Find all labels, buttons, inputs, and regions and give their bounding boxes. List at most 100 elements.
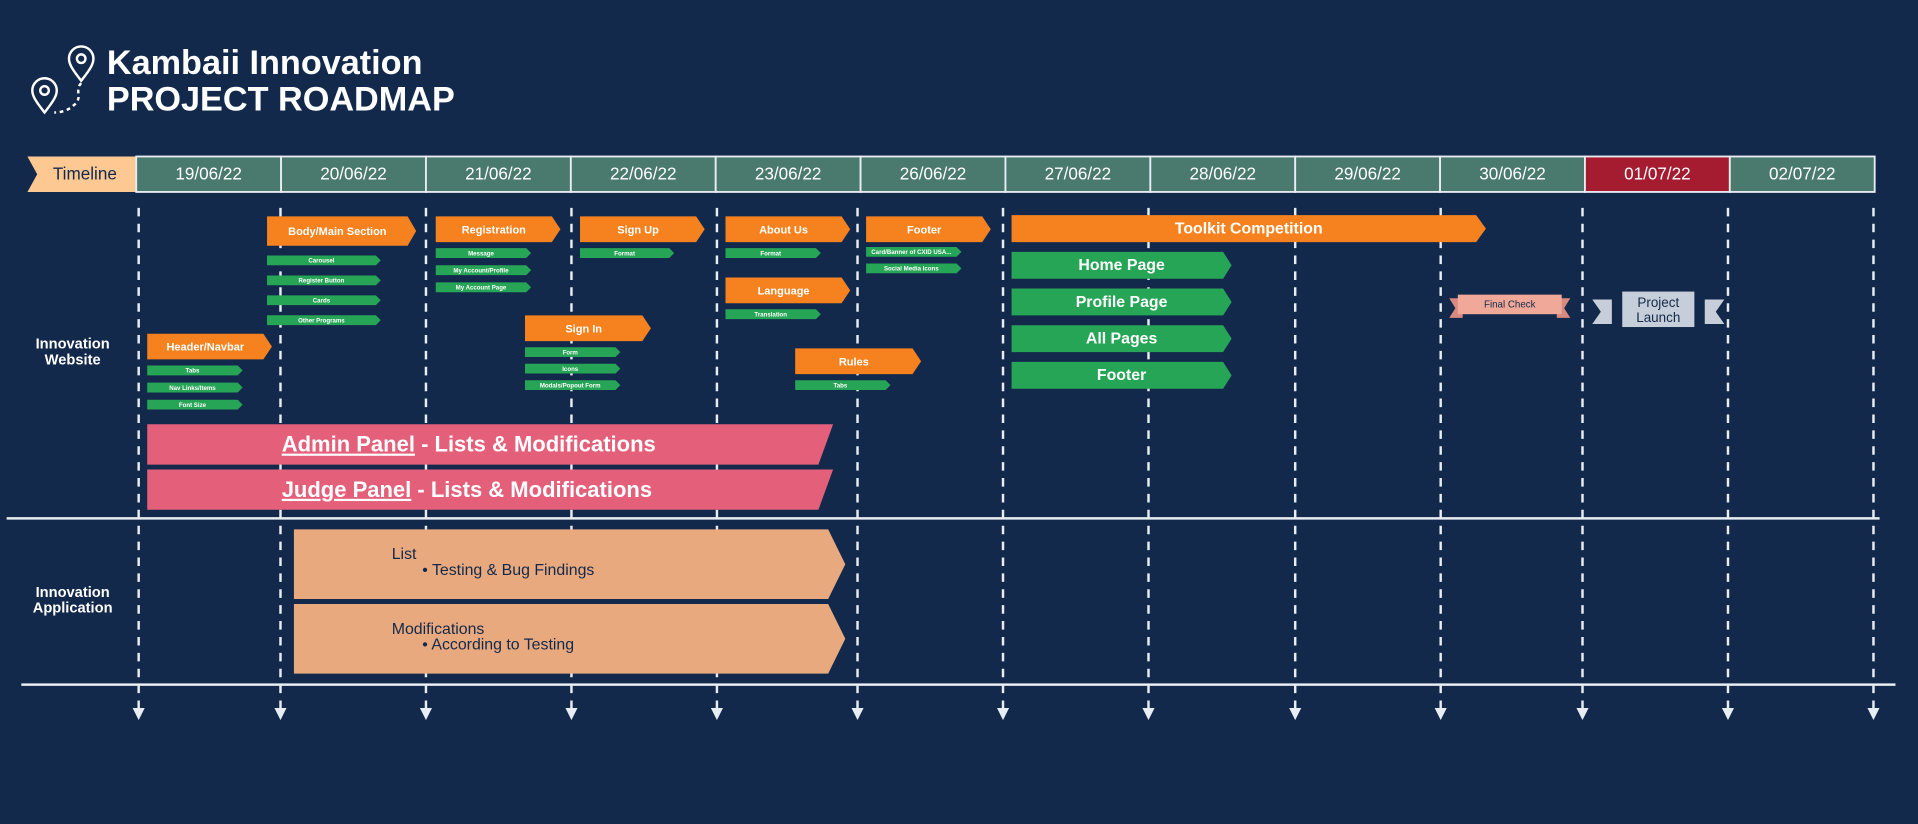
subtask-bar	[267, 275, 381, 286]
subtask-label: Tabs	[834, 382, 848, 389]
panel-label: Judge Panel - Lists & Modifications	[282, 477, 652, 502]
timeline-label-bg	[27, 156, 137, 192]
subtask-bar	[267, 315, 381, 326]
subtask-bar	[1011, 288, 1232, 316]
subtask-label: Icons	[562, 366, 579, 373]
subtask-label: Font Size	[179, 402, 207, 409]
milestone-line: Project	[1637, 295, 1679, 310]
panel-bar	[147, 469, 834, 510]
subtask-bar	[524, 363, 621, 374]
milestone-label: Final Check	[1484, 300, 1536, 311]
task-label: Header/Navbar	[166, 342, 244, 354]
app-task-bar	[293, 529, 846, 600]
milestone-line: Launch	[1636, 309, 1680, 324]
task-bar	[524, 315, 651, 342]
task-bar	[866, 216, 991, 243]
task-bar	[725, 277, 851, 304]
subtask-label: Tabs	[186, 368, 200, 375]
panel-link: Admin Panel	[282, 431, 415, 456]
subtask-label: Card/Banner of CXID USA...	[871, 249, 951, 256]
date-cell	[1294, 155, 1441, 193]
subtask-label: Form	[563, 349, 579, 356]
subtask-bar	[866, 263, 962, 274]
date-cell	[859, 155, 1007, 193]
date-label: 30/06/22	[1479, 164, 1546, 183]
subtask-bar	[147, 399, 243, 410]
panel-label: Admin Panel - Lists & Modifications	[282, 431, 656, 456]
subtask-label: Register Button	[299, 278, 345, 285]
date-label: 19/06/22	[175, 164, 242, 183]
row-label: Innovation	[36, 337, 110, 353]
date-cell	[1584, 155, 1731, 193]
logo-icon	[31, 45, 95, 115]
panel-link: Judge Panel	[282, 477, 412, 502]
date-label: 21/06/22	[465, 164, 532, 183]
date-label: 28/06/22	[1189, 164, 1256, 183]
app-task-bar	[293, 603, 846, 674]
subtask-bar	[524, 380, 621, 390]
subtask-label: Format	[614, 250, 635, 257]
date-label: 23/06/22	[755, 164, 822, 183]
task-bar	[267, 216, 417, 246]
row-label: Application	[33, 601, 113, 617]
subtask-label: All Pages	[1086, 330, 1158, 347]
task-bar	[147, 333, 272, 360]
date-label: 20/06/22	[320, 164, 387, 183]
subtask-bar	[435, 282, 532, 293]
panel-bar	[147, 424, 834, 465]
subtask-label: Home Page	[1078, 257, 1165, 274]
subtask-label: My Account Page	[456, 285, 507, 292]
banner-tail	[1704, 299, 1725, 324]
task-bar	[725, 216, 851, 243]
task-label: Sign Up	[617, 224, 659, 236]
subtask-bar	[1011, 361, 1232, 389]
task-bar	[580, 216, 705, 243]
banner	[1621, 290, 1696, 329]
row-label: Innovation	[36, 585, 110, 601]
task-label: Registration	[462, 224, 526, 236]
date-label: 27/06/22	[1045, 164, 1112, 183]
date-label: 26/06/22	[900, 164, 967, 183]
subtask-bar	[725, 248, 821, 258]
subtask-label: Nav Links/Items	[169, 385, 216, 392]
subtask-bar	[147, 382, 243, 393]
task-label: Toolkit Competition	[1175, 220, 1323, 237]
subtask-label: Social Media Icons	[884, 266, 939, 273]
subtask-label: Message	[468, 250, 494, 257]
app-task-bullet: • According to Testing	[422, 637, 574, 654]
subtask-bar	[1011, 325, 1232, 353]
timeline-label: Timeline	[53, 164, 117, 183]
task-label: About Us	[759, 224, 808, 236]
subtask-bar	[524, 347, 621, 357]
date-label: 22/06/22	[610, 164, 677, 183]
milestone-label: Project Launch	[1636, 295, 1680, 325]
title: PROJECT ROADMAP	[107, 81, 455, 119]
subtask-bar	[147, 365, 243, 376]
task-bar	[435, 216, 561, 243]
app-task-label: List	[392, 546, 417, 563]
task-bar	[1011, 215, 1486, 243]
subtask-bar	[435, 248, 532, 258]
subtask-bar	[580, 248, 675, 258]
subtask-bar	[267, 295, 381, 306]
subtask-label: Footer	[1097, 367, 1146, 384]
date-label: 01/07/22	[1624, 164, 1691, 183]
date-label: 29/06/22	[1334, 164, 1401, 183]
task-label: Language	[758, 285, 810, 297]
subtask-label: Format	[760, 250, 781, 257]
subtask-label: Translation	[754, 311, 787, 318]
subtask-bar	[795, 380, 891, 390]
subtask-bar	[866, 246, 962, 257]
subtask-label: Modals/Popout Form	[540, 382, 601, 389]
date-cell	[280, 155, 427, 193]
date-cell	[1149, 155, 1297, 193]
ribbon	[1457, 294, 1562, 315]
task-label: Sign In	[565, 323, 602, 335]
subtask-bar	[435, 265, 532, 276]
subtask-label: Other Programs	[298, 317, 345, 324]
date-label: 02/07/22	[1769, 164, 1836, 183]
subtask-bar	[1011, 251, 1232, 279]
